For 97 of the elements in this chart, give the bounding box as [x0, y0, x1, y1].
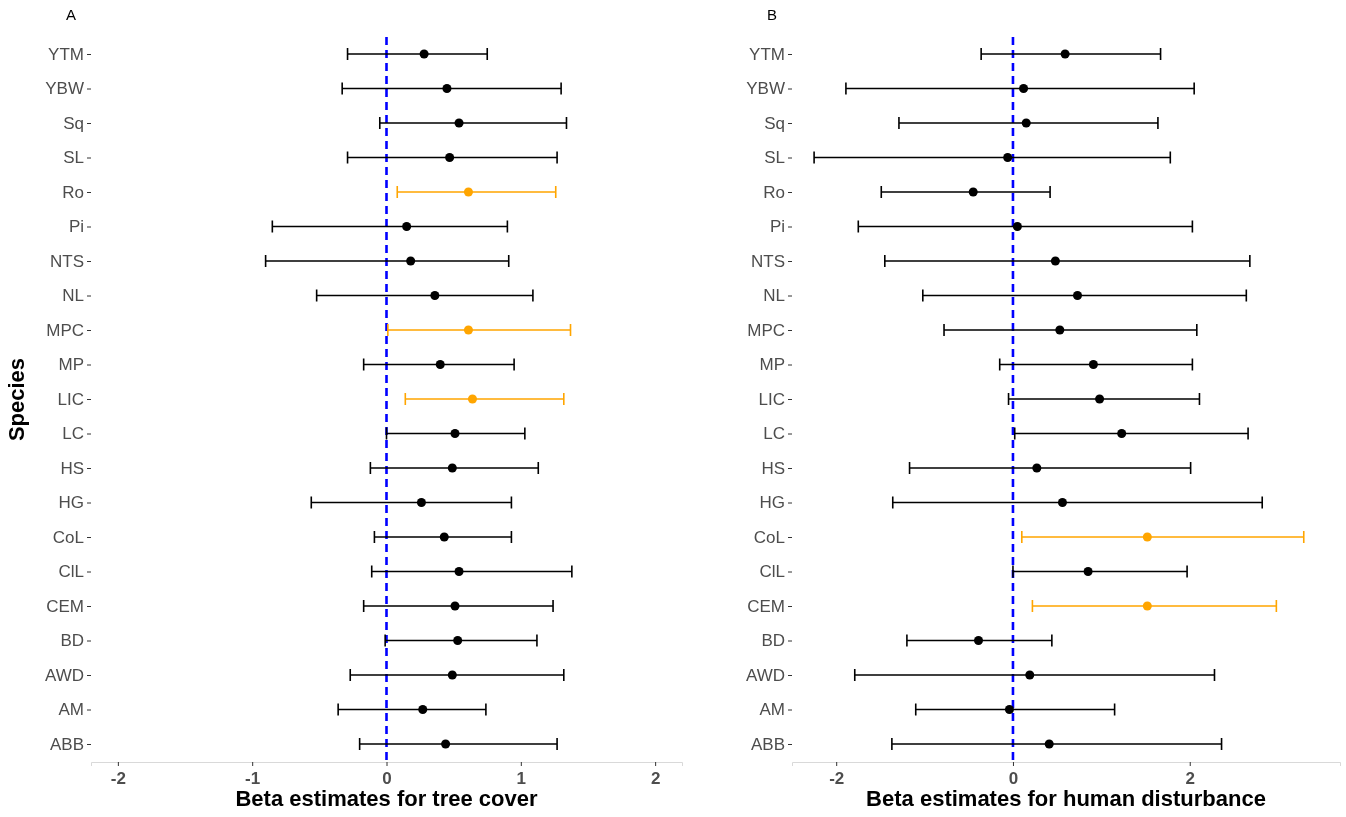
- point: [1050, 256, 1060, 266]
- point: [454, 118, 464, 128]
- point: [463, 325, 473, 335]
- y-tick-label: NL: [763, 286, 785, 306]
- point: [1055, 325, 1065, 335]
- y-tick-label: ABB: [750, 734, 785, 754]
- x-tick-label: -2: [829, 769, 845, 789]
- point: [968, 187, 978, 197]
- point: [430, 290, 440, 301]
- y-tick-label: ABB: [49, 734, 84, 754]
- y-tick-label: YBW: [45, 79, 84, 99]
- point: [447, 463, 457, 473]
- point: [453, 635, 463, 646]
- point: [1142, 601, 1152, 611]
- y-tick-label: YTM: [48, 44, 84, 64]
- y-tick-label: HG: [58, 493, 84, 513]
- y-tick-label: HS: [60, 458, 84, 478]
- y-tick-label: MP: [58, 355, 84, 375]
- y-tick-label: HG: [759, 493, 785, 513]
- point: [442, 83, 452, 94]
- y-tick-label: YTM: [749, 44, 785, 64]
- y-tick-label: CoL: [753, 527, 785, 547]
- point: [1032, 463, 1042, 473]
- x-axis-title: Beta estimates for tree cover: [235, 786, 538, 811]
- y-tick-label: ClL: [759, 562, 785, 582]
- y-tick-label: AM: [58, 700, 84, 720]
- y-tick-label: Pi: [68, 217, 84, 237]
- y-tick-label: AWD: [44, 665, 84, 685]
- point: [450, 428, 460, 439]
- y-tick-label: Pi: [769, 217, 785, 237]
- y-tick-label: CEM: [747, 596, 785, 616]
- y-tick-label: NTS: [50, 251, 84, 271]
- point: [1117, 428, 1127, 439]
- y-tick-label: ClL: [58, 562, 84, 582]
- chart-title: A: [66, 6, 77, 23]
- point: [1057, 497, 1067, 508]
- y-tick-label: BD: [761, 631, 785, 651]
- x-tick-label: 1: [516, 769, 527, 789]
- y-tick-label: LIC: [57, 389, 84, 409]
- point: [1021, 118, 1031, 128]
- point: [419, 49, 429, 59]
- y-tick-label: LC: [62, 424, 84, 444]
- point: [1003, 152, 1013, 163]
- y-tick-label: CEM: [46, 596, 84, 616]
- point: [1012, 221, 1022, 232]
- point: [1088, 359, 1098, 370]
- y-tick-label: CoL: [52, 527, 84, 547]
- y-tick-label: MPC: [46, 320, 84, 340]
- point: [402, 221, 412, 232]
- point: [1095, 394, 1105, 404]
- point: [1044, 739, 1054, 749]
- y-tick-label: AWD: [745, 665, 785, 685]
- y-tick-label: NL: [62, 286, 84, 306]
- y-tick-label: NTS: [751, 251, 785, 271]
- y-tick-label: BD: [60, 631, 84, 651]
- point: [1019, 83, 1029, 94]
- y-tick-label: HS: [761, 458, 785, 478]
- point: [416, 497, 426, 508]
- x-tick-label: 0: [1008, 769, 1019, 789]
- point: [1072, 290, 1082, 301]
- point: [450, 601, 460, 611]
- y-axis-title: Species: [4, 357, 29, 442]
- point: [445, 152, 455, 163]
- point: [439, 532, 449, 542]
- y-tick-label: Sq: [764, 113, 785, 133]
- y-tick-label: Ro: [763, 182, 785, 202]
- point: [973, 635, 984, 646]
- point: [463, 187, 473, 197]
- y-tick-label: LC: [763, 424, 785, 444]
- x-tick-label: -1: [245, 769, 261, 789]
- point: [1142, 532, 1152, 542]
- point: [406, 256, 416, 266]
- point: [1025, 670, 1035, 680]
- y-tick-label: MP: [759, 355, 785, 375]
- point: [418, 704, 428, 715]
- y-tick-label: LIC: [758, 389, 785, 409]
- y-tick-label: Ro: [62, 182, 84, 202]
- x-tick-label: -2: [110, 769, 126, 789]
- x-axis-title: Beta estimates for human disturbance: [866, 786, 1266, 811]
- point: [447, 670, 457, 680]
- x-tick-label: 0: [382, 769, 392, 789]
- y-tick-label: YBW: [746, 79, 785, 99]
- y-tick-label: SL: [764, 148, 785, 168]
- x-tick-label: 2: [1185, 769, 1195, 789]
- y-tick-label: MPC: [747, 320, 785, 340]
- y-tick-label: AM: [759, 700, 785, 720]
- point: [441, 739, 451, 749]
- x-tick-label: 2: [650, 769, 661, 789]
- y-tick-label: SL: [63, 148, 84, 168]
- point: [435, 359, 445, 370]
- point: [1060, 49, 1070, 59]
- point: [454, 566, 464, 577]
- y-tick-label: Sq: [63, 113, 84, 133]
- point: [1083, 566, 1093, 577]
- point: [1004, 704, 1014, 715]
- chart-title: B: [767, 6, 778, 23]
- point: [467, 394, 477, 404]
